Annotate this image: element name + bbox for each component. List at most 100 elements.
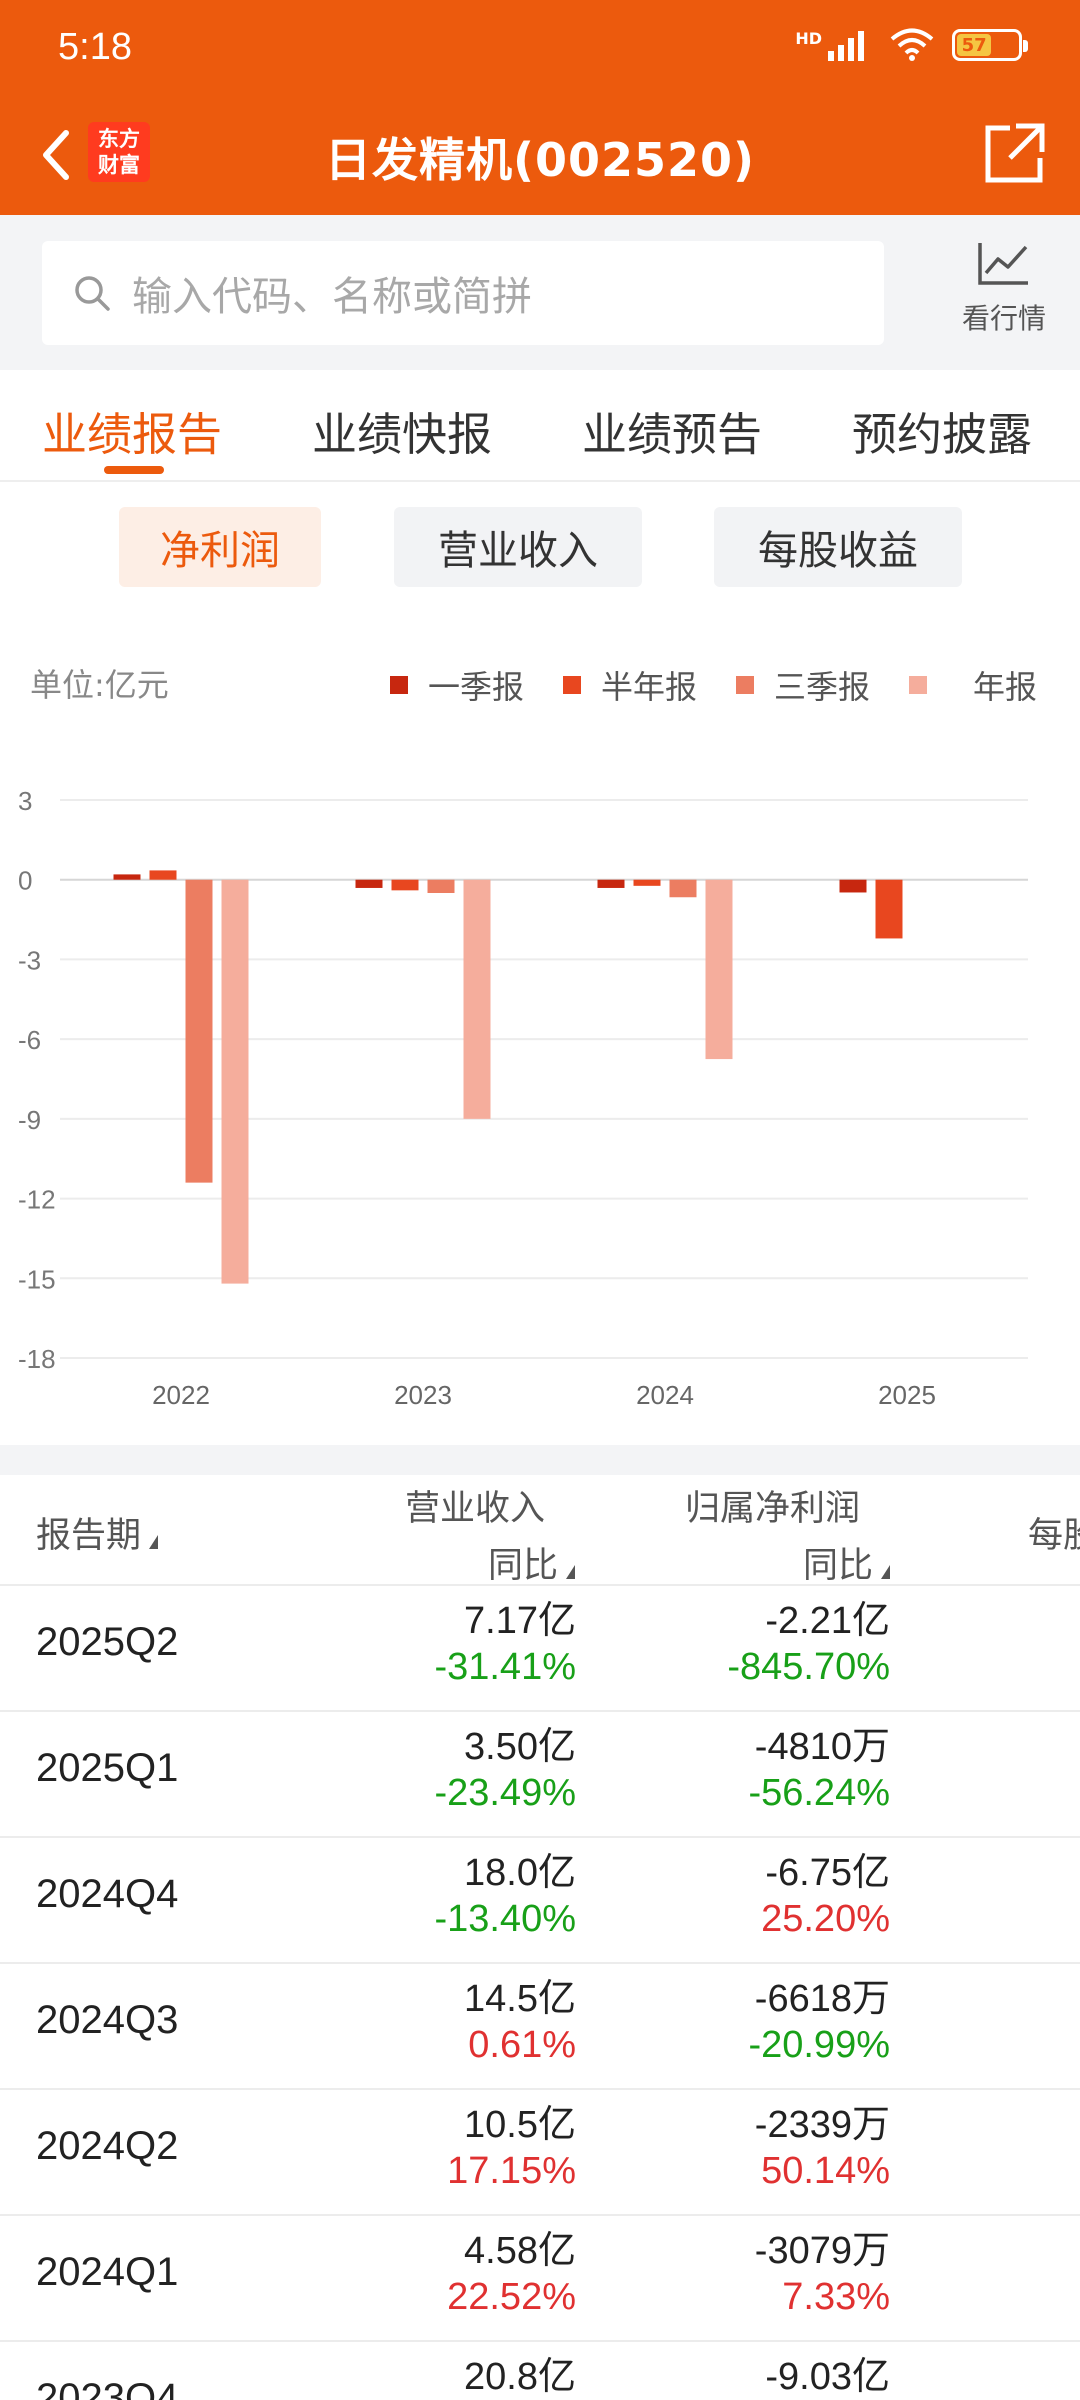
revenue-value: 20.8亿 xyxy=(464,2356,576,2398)
market-button[interactable]: 看行情 xyxy=(954,239,1054,349)
wifi-icon xyxy=(890,28,934,61)
status-icons: HD 57 xyxy=(795,28,1028,62)
search-input[interactable]: 输入代码、名称或简拼 xyxy=(42,241,884,345)
chart-unit-label: 单位:亿元 xyxy=(30,666,169,704)
tab-performance-forecast[interactable]: 业绩预告 xyxy=(582,408,763,461)
revenue-cell: 4.58亿 22.52% xyxy=(447,2228,576,2320)
row-period: 2025Q2 xyxy=(36,1620,179,1664)
profit-value: -6618万 xyxy=(754,1978,890,2020)
revenue-value: 18.0亿 xyxy=(464,1852,576,1894)
logo-text-top: 东方 xyxy=(98,127,140,151)
column-header-profit[interactable]: 归属净利润 同比 xyxy=(610,1480,890,1588)
revenue-value: 7.17亿 xyxy=(464,1600,576,1642)
revenue-yoy: -13.40% xyxy=(434,1898,576,1940)
table-row[interactable]: 2025Q2 7.17亿 -31.41% -2.21亿 -845.70% xyxy=(0,1584,1080,1710)
row-period: 2024Q2 xyxy=(36,2124,179,2168)
x-tick-label: 2025 xyxy=(878,1380,936,1410)
subtab-revenue[interactable]: 营业收入 xyxy=(394,507,642,587)
column-header-revenue[interactable]: 营业收入 同比 xyxy=(300,1480,575,1588)
active-tab-indicator xyxy=(104,466,164,474)
sort-icon xyxy=(149,1535,159,1549)
legend-label: 半年报 xyxy=(601,668,698,706)
y-tick-label: -3 xyxy=(18,945,41,975)
share-external-icon xyxy=(985,123,1045,183)
search-placeholder: 输入代码、名称或简拼 xyxy=(132,274,532,320)
bar xyxy=(355,879,383,888)
revenue-value: 4.58亿 xyxy=(464,2230,576,2272)
revenue-cell: 10.5亿 17.15% xyxy=(447,2102,576,2194)
table-row[interactable]: 2024Q3 14.5亿 0.61% -6618万 -20.99% xyxy=(0,1962,1080,2088)
bar xyxy=(185,879,213,1183)
profit-value: -6.75亿 xyxy=(765,1852,890,1894)
y-tick-label: -12 xyxy=(18,1185,56,1215)
bar xyxy=(633,879,661,886)
sort-icon xyxy=(881,1565,890,1579)
revenue-cell: 7.17亿 -31.41% xyxy=(434,1598,576,1690)
table-row[interactable]: 2024Q2 10.5亿 17.15% -2339万 50.14% xyxy=(0,2088,1080,2214)
profit-cell: -6.75亿 25.20% xyxy=(761,1850,890,1942)
profit-value: -3079万 xyxy=(754,2230,890,2272)
profit-cell: -3079万 7.33% xyxy=(755,2228,890,2320)
revenue-value: 14.5亿 xyxy=(464,1978,576,2020)
legend-swatch xyxy=(390,676,408,694)
bar xyxy=(875,879,903,939)
legend-label: 年报 xyxy=(973,668,1038,706)
tab-performance-report[interactable]: 业绩报告 xyxy=(42,408,223,461)
revenue-yoy: 22.52% xyxy=(447,2276,576,2318)
row-period: 2025Q1 xyxy=(36,1746,179,1790)
table-row[interactable]: 2023Q4 20.8亿 -9.03亿 xyxy=(0,2340,1080,2400)
table-row[interactable]: 2025Q1 3.50亿 -23.49% -4810万 -56.24% xyxy=(0,1710,1080,1836)
bar xyxy=(391,879,419,891)
legend-label: 一季报 xyxy=(428,668,525,706)
y-tick-label: 3 xyxy=(18,786,32,816)
report-tabs: 业绩报告 业绩快报 业绩预告 预约披露 xyxy=(0,370,1080,482)
y-tick-label: -9 xyxy=(18,1105,41,1135)
column-header-eps[interactable]: 每股 xyxy=(1028,1516,1080,1556)
bar xyxy=(669,879,697,898)
chevron-left-icon xyxy=(43,130,69,180)
row-period: 2024Q3 xyxy=(36,1998,179,2042)
profit-value: -2339万 xyxy=(754,2104,890,2146)
profit-yoy: -845.70% xyxy=(727,1646,890,1688)
brand-logo: 东方 财富 xyxy=(88,122,150,182)
profit-yoy: 50.14% xyxy=(761,2150,890,2192)
column-header-period[interactable]: 报告期 xyxy=(36,1507,159,1558)
page-title: 日发精机(002520) xyxy=(324,133,756,187)
profit-value: -4810万 xyxy=(754,1726,890,1768)
y-tick-label: 0 xyxy=(18,866,32,896)
share-button[interactable] xyxy=(982,122,1046,186)
legend-item-annual: 年报 xyxy=(909,662,1037,708)
section-divider xyxy=(0,1445,1080,1475)
tab-performance-express[interactable]: 业绩快报 xyxy=(312,408,493,461)
bar xyxy=(113,874,141,880)
y-tick-label: -15 xyxy=(18,1264,56,1294)
revenue-value: 3.50亿 xyxy=(464,1726,576,1768)
y-tick-label: -18 xyxy=(18,1344,56,1374)
search-icon xyxy=(75,276,110,311)
x-tick-label: 2022 xyxy=(152,1380,210,1410)
network-label: HD xyxy=(795,28,822,48)
profit-value: -9.03亿 xyxy=(765,2356,890,2398)
line-chart-icon xyxy=(978,243,1028,285)
table-row[interactable]: 2024Q4 18.0亿 -13.40% -6.75亿 25.20% xyxy=(0,1836,1080,1962)
bar xyxy=(839,879,867,893)
table-row[interactable]: 2024Q1 4.58亿 22.52% -3079万 7.33% xyxy=(0,2214,1080,2340)
column-header-revenue-yoy: 同比 xyxy=(487,1546,558,1586)
revenue-cell: 3.50亿 -23.49% xyxy=(434,1724,576,1816)
search-area: 输入代码、名称或简拼 看行情 xyxy=(0,215,1080,370)
revenue-cell: 18.0亿 -13.40% xyxy=(434,1850,576,1942)
sort-icon xyxy=(566,1565,575,1579)
row-period: 2023Q4 xyxy=(36,2376,179,2400)
bar xyxy=(149,870,177,880)
back-button[interactable] xyxy=(30,120,80,190)
x-tick-label: 2023 xyxy=(394,1380,452,1410)
subtab-eps[interactable]: 每股收益 xyxy=(714,507,962,587)
legend-item-h1: 半年报 xyxy=(563,662,697,708)
revenue-value: 10.5亿 xyxy=(464,2104,576,2146)
tab-disclosure-schedule[interactable]: 预约披露 xyxy=(852,408,1033,461)
subtab-net-profit[interactable]: 净利润 xyxy=(119,507,321,587)
header-bar: 5:18 HD 57 东方 财富 日发精 xyxy=(0,0,1080,215)
market-label: 看行情 xyxy=(961,302,1046,335)
legend-item-q3: 三季报 xyxy=(736,662,870,708)
profit-cell: -9.03亿 xyxy=(765,2354,890,2400)
